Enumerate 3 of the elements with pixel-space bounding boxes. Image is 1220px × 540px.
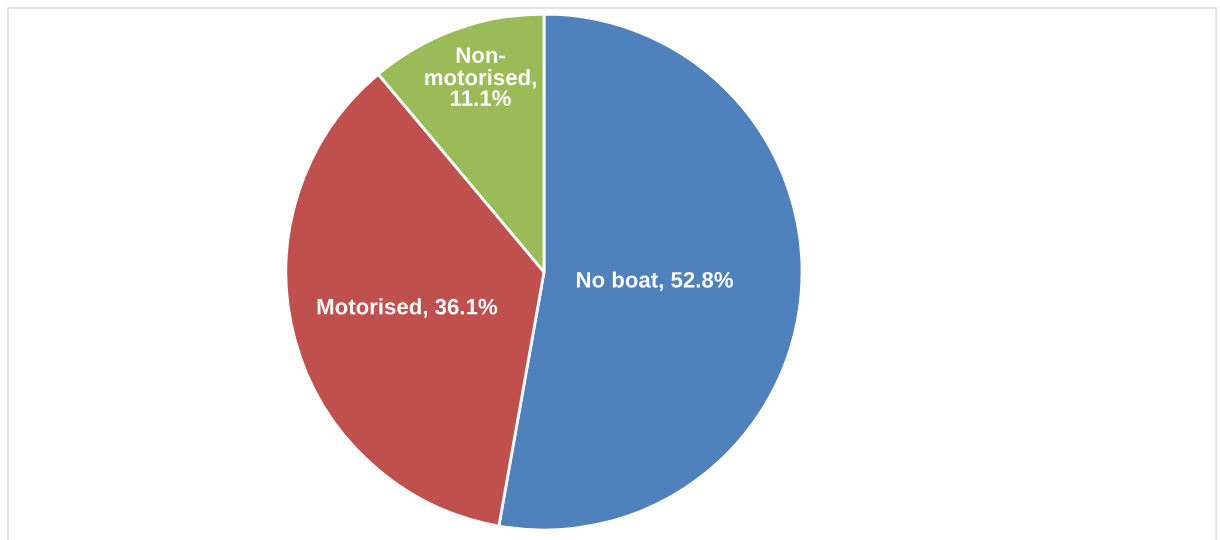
- slice-label: Non-motorised, 11.1%: [425, 47, 536, 106]
- slice-label: Motorised, 36.1%: [317, 298, 498, 318]
- slice-label: No boat, 52.8%: [576, 271, 733, 291]
